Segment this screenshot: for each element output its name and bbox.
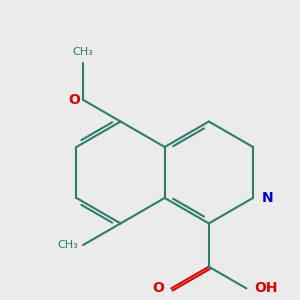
Text: OH: OH bbox=[254, 281, 278, 296]
Text: CH₃: CH₃ bbox=[73, 47, 93, 57]
Text: CH₃: CH₃ bbox=[57, 240, 78, 250]
Text: N: N bbox=[262, 191, 274, 205]
Text: O: O bbox=[152, 281, 164, 296]
Text: O: O bbox=[69, 93, 80, 107]
